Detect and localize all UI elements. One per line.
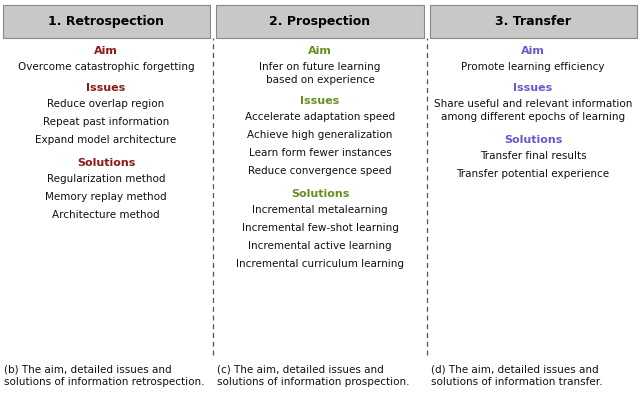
- Text: (c) The aim, detailed issues and
solutions of information prospection.: (c) The aim, detailed issues and solutio…: [217, 365, 410, 386]
- Text: Overcome catastrophic forgetting: Overcome catastrophic forgetting: [18, 62, 195, 72]
- Text: Issues: Issues: [300, 96, 340, 106]
- Text: (b) The aim, detailed issues and
solutions of information retrospection.: (b) The aim, detailed issues and solutio…: [4, 365, 205, 386]
- Text: Incremental active learning: Incremental active learning: [248, 241, 392, 251]
- Text: Accelerate adaptation speed: Accelerate adaptation speed: [245, 112, 395, 122]
- Text: Aim: Aim: [521, 46, 545, 56]
- Text: Solutions: Solutions: [77, 158, 135, 168]
- Text: 3. Transfer: 3. Transfer: [495, 15, 571, 28]
- Text: Repeat past information: Repeat past information: [43, 117, 169, 127]
- Text: Incremental curriculum learning: Incremental curriculum learning: [236, 259, 404, 269]
- Text: Solutions: Solutions: [504, 135, 562, 145]
- Text: 1. Retrospection: 1. Retrospection: [48, 15, 164, 28]
- Text: based on experience: based on experience: [266, 75, 374, 85]
- Text: Share useful and relevant information: Share useful and relevant information: [434, 99, 632, 109]
- Text: (d) The aim, detailed issues and
solutions of information transfer.: (d) The aim, detailed issues and solutio…: [431, 365, 602, 386]
- Text: Issues: Issues: [513, 83, 552, 93]
- Text: Achieve high generalization: Achieve high generalization: [247, 130, 393, 140]
- Text: Transfer potential experience: Transfer potential experience: [456, 169, 609, 179]
- Text: 2. Prospection: 2. Prospection: [269, 15, 371, 28]
- Text: Reduce overlap region: Reduce overlap region: [47, 99, 164, 109]
- FancyBboxPatch shape: [3, 5, 210, 38]
- Text: Incremental few-shot learning: Incremental few-shot learning: [241, 223, 399, 233]
- Text: Expand model architecture: Expand model architecture: [35, 135, 177, 145]
- Text: Transfer final results: Transfer final results: [480, 151, 586, 161]
- FancyBboxPatch shape: [430, 5, 637, 38]
- Text: Reduce convergence speed: Reduce convergence speed: [248, 166, 392, 176]
- Text: Regularization method: Regularization method: [47, 174, 165, 184]
- Text: Issues: Issues: [86, 83, 125, 93]
- Text: Learn form fewer instances: Learn form fewer instances: [248, 148, 392, 158]
- Text: Aim: Aim: [308, 46, 332, 56]
- Text: Infer on future learning: Infer on future learning: [259, 62, 381, 72]
- Text: Incremental metalearning: Incremental metalearning: [252, 205, 388, 215]
- FancyBboxPatch shape: [216, 5, 424, 38]
- Text: Memory replay method: Memory replay method: [45, 192, 167, 202]
- Text: among different epochs of learning: among different epochs of learning: [441, 112, 625, 122]
- Text: Solutions: Solutions: [291, 189, 349, 199]
- Text: Promote learning efficiency: Promote learning efficiency: [461, 62, 605, 72]
- Text: Architecture method: Architecture method: [52, 210, 160, 220]
- Text: Aim: Aim: [94, 46, 118, 56]
